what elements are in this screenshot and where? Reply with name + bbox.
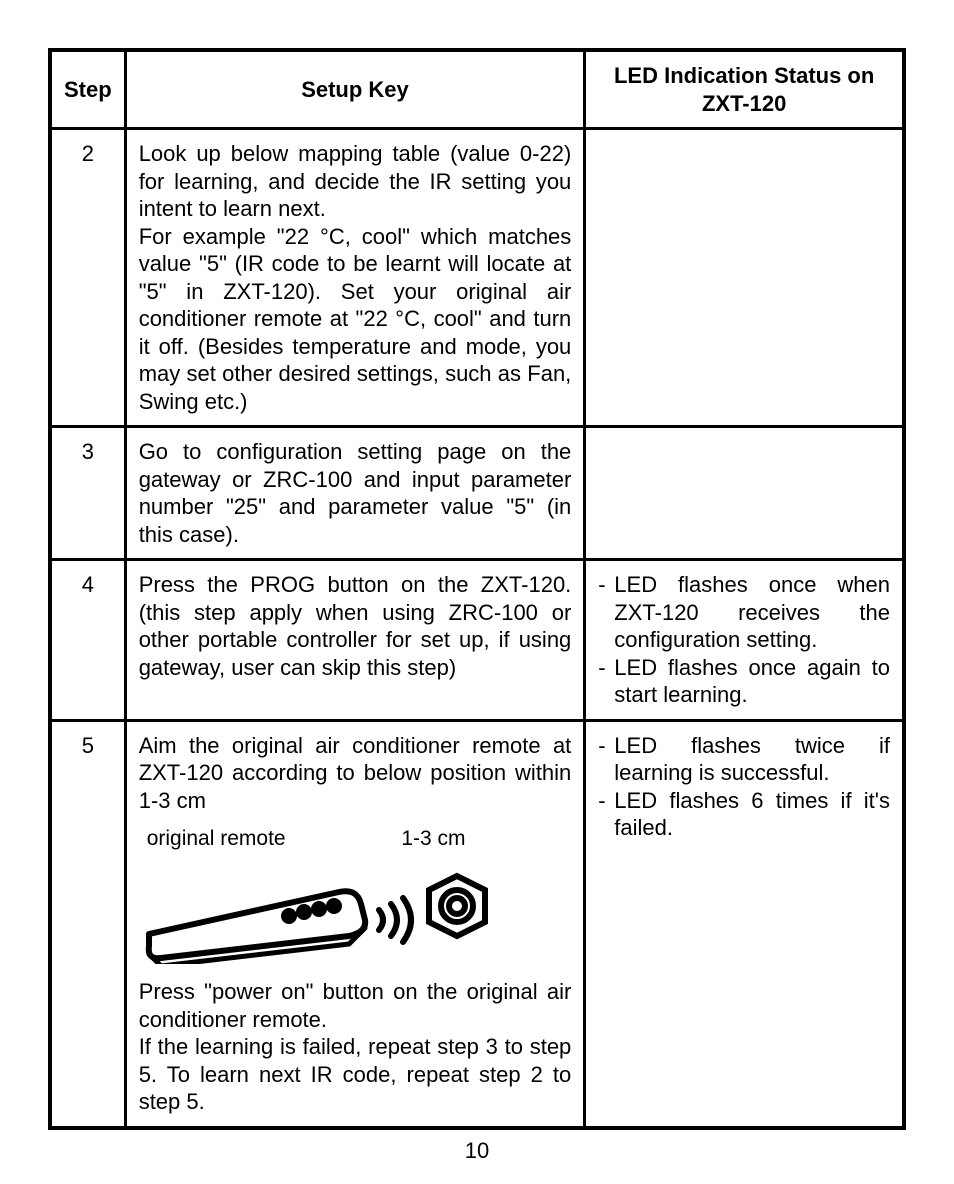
col-header-setup: Setup Key	[125, 50, 585, 129]
diagram-label-original: original remote	[139, 826, 286, 852]
step-number: 5	[50, 720, 125, 1128]
table-row: 3 Go to configuration setting page on th…	[50, 427, 904, 560]
led-list: LED flashes once when ZXT-120 receives t…	[598, 571, 890, 709]
led-cell	[585, 129, 904, 427]
col-header-step: Step	[50, 50, 125, 129]
setup-text: Go to configuration setting page on the …	[139, 439, 572, 547]
led-item: LED flashes once again to start learning…	[614, 654, 890, 709]
step-number: 3	[50, 427, 125, 560]
setup-cell: Aim the original air conditioner remote …	[125, 720, 585, 1128]
table-header-row: Step Setup Key LED Indication Status on …	[50, 50, 904, 129]
col-header-led: LED Indication Status on ZXT-120	[585, 50, 904, 129]
setup-text: Look up below mapping table (value 0-22)…	[139, 141, 572, 414]
table-row: 5 Aim the original air conditioner remot…	[50, 720, 904, 1128]
led-item: LED flashes 6 times if it's failed.	[614, 787, 890, 842]
remote-diagram-icon	[139, 854, 499, 964]
table-row: 2 Look up below mapping table (value 0-2…	[50, 129, 904, 427]
setup-text: Press the PROG button on the ZXT-120. (t…	[139, 572, 572, 680]
setup-post-text: Press "power on" button on the original …	[139, 978, 572, 1116]
step-number: 2	[50, 129, 125, 427]
led-item: LED flashes twice if learning is success…	[614, 732, 890, 787]
diagram-labels: original remote 1-3 cm	[139, 826, 572, 852]
setup-cell: Look up below mapping table (value 0-22)…	[125, 129, 585, 427]
led-cell: LED flashes twice if learning is success…	[585, 720, 904, 1128]
diagram-label-distance: 1-3 cm	[286, 826, 572, 852]
led-item: LED flashes once when ZXT-120 receives t…	[614, 571, 890, 654]
setup-table: Step Setup Key LED Indication Status on …	[48, 48, 906, 1130]
table-row: 4 Press the PROG button on the ZXT-120. …	[50, 560, 904, 721]
setup-cell: Go to configuration setting page on the …	[125, 427, 585, 560]
led-list: LED flashes twice if learning is success…	[598, 732, 890, 842]
page-number: 10	[48, 1138, 906, 1164]
remote-diagram: original remote 1-3 cm	[139, 826, 572, 964]
setup-cell: Press the PROG button on the ZXT-120. (t…	[125, 560, 585, 721]
led-cell	[585, 427, 904, 560]
setup-pre-text: Aim the original air conditioner remote …	[139, 732, 572, 815]
led-cell: LED flashes once when ZXT-120 receives t…	[585, 560, 904, 721]
step-number: 4	[50, 560, 125, 721]
